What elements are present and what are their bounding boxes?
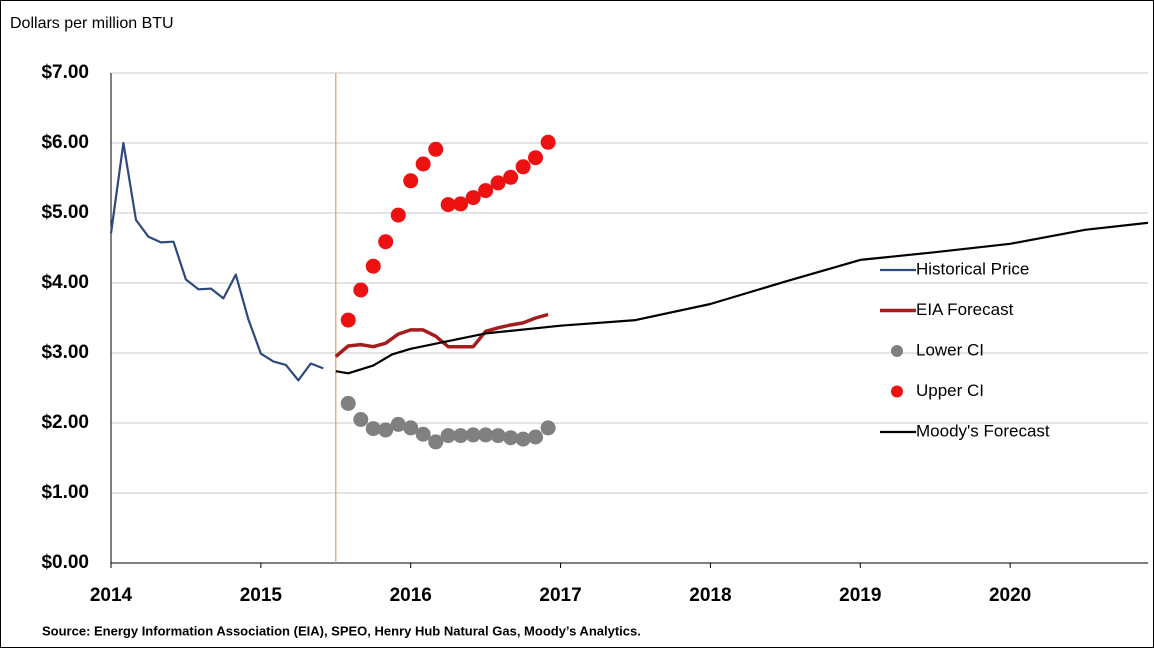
x-tick-label: 2016 (390, 585, 432, 606)
ci-dot (390, 416, 406, 432)
legend-symbol (891, 385, 903, 398)
ci-dot (340, 395, 356, 411)
y-tick-label: $4.00 (41, 272, 89, 293)
ci-dot (478, 183, 494, 199)
ci-dot (428, 434, 444, 450)
ci-dot (465, 190, 481, 206)
y-tick-label: $0.00 (41, 552, 89, 573)
x-tick-label: 2019 (839, 585, 881, 606)
legend-label: EIA Forecast (916, 300, 1014, 319)
ci-dot (503, 169, 519, 185)
ci-dot (378, 234, 394, 250)
ci-dot (378, 422, 394, 438)
ci-dot (528, 150, 544, 166)
ci-dot (453, 428, 469, 444)
ci-dot (465, 427, 481, 443)
series-line (335, 221, 1149, 375)
source-note: Source: Energy Information Association (… (42, 623, 641, 638)
ci-dot (428, 141, 444, 157)
ci-dot (353, 412, 369, 427)
y-axis-label: Dollars per million BTU (10, 15, 174, 32)
ci-dot (365, 421, 381, 437)
ci-dot (540, 134, 556, 150)
ci-dot (403, 173, 419, 189)
ci-dot (440, 428, 456, 444)
y-tick-label: $1.00 (41, 482, 89, 503)
legend-label: Moody's Forecast (916, 421, 1050, 440)
y-tick-label: $6.00 (41, 132, 89, 153)
ci-dot (540, 420, 556, 436)
series-line (109, 141, 324, 382)
ci-dot (453, 196, 469, 212)
ci-dot (490, 428, 506, 444)
x-tick-label: 2015 (240, 585, 283, 606)
y-tick-label: $3.00 (41, 342, 89, 363)
legend-label: Historical Price (916, 259, 1029, 278)
ci-dot (503, 430, 519, 446)
x-tick-label: 2017 (539, 585, 581, 606)
ci-dot (528, 429, 544, 445)
x-tick-label: 2018 (689, 585, 731, 606)
ci-dot (515, 431, 531, 447)
legend-label: Lower CI (916, 340, 984, 359)
ci-dot (478, 427, 494, 443)
ci-dot (440, 197, 456, 213)
ci-dot (340, 312, 356, 328)
x-tick-label: 2014 (90, 585, 133, 606)
x-tick-label: 2020 (989, 585, 1031, 606)
ci-dot (390, 207, 406, 223)
ci-dot (515, 159, 531, 175)
ci-dot (365, 258, 381, 274)
legend-symbol (891, 345, 903, 357)
ci-dot (415, 426, 431, 442)
legend-label: Upper CI (916, 381, 984, 400)
ci-dot (415, 156, 431, 172)
ci-dot (353, 282, 369, 298)
ci-dot (403, 420, 419, 436)
y-tick-label: $5.00 (41, 202, 89, 223)
y-tick-label: $7.00 (41, 62, 89, 83)
y-tick-label: $2.00 (41, 412, 89, 433)
ci-dot (490, 175, 506, 191)
